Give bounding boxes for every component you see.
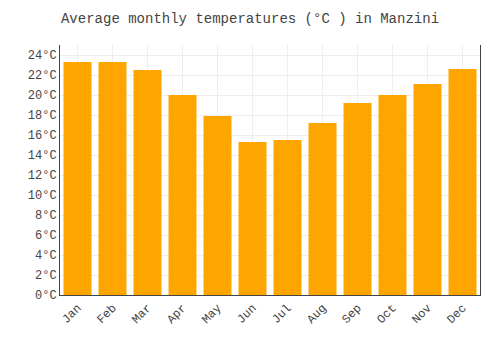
svg-text:18°C: 18°C bbox=[28, 109, 57, 123]
svg-text:Mar: Mar bbox=[129, 302, 154, 327]
svg-text:2°C: 2°C bbox=[35, 269, 57, 283]
svg-text:22°C: 22°C bbox=[28, 69, 57, 83]
svg-text:10°C: 10°C bbox=[28, 189, 57, 203]
svg-text:14°C: 14°C bbox=[28, 149, 57, 163]
svg-text:12°C: 12°C bbox=[28, 169, 57, 183]
svg-text:0°C: 0°C bbox=[35, 289, 57, 303]
svg-text:Jun: Jun bbox=[234, 302, 259, 327]
svg-text:Apr: Apr bbox=[164, 302, 189, 327]
svg-text:24°C: 24°C bbox=[28, 49, 57, 63]
svg-text:Nov: Nov bbox=[409, 302, 434, 327]
svg-text:16°C: 16°C bbox=[28, 129, 57, 143]
svg-text:Oct: Oct bbox=[374, 302, 399, 327]
svg-text:8°C: 8°C bbox=[35, 209, 57, 223]
svg-text:Dec: Dec bbox=[444, 302, 469, 327]
svg-text:Jul: Jul bbox=[269, 302, 294, 327]
svg-text:Average monthly temperatures (: Average monthly temperatures (°C ) in Ma… bbox=[61, 11, 439, 27]
svg-text:Feb: Feb bbox=[94, 302, 119, 327]
svg-text:Sep: Sep bbox=[339, 302, 364, 327]
svg-text:4°C: 4°C bbox=[35, 249, 57, 263]
svg-text:Aug: Aug bbox=[304, 302, 329, 327]
svg-text:Jan: Jan bbox=[59, 302, 84, 327]
svg-text:20°C: 20°C bbox=[28, 89, 57, 103]
svg-text:May: May bbox=[199, 302, 224, 327]
svg-text:6°C: 6°C bbox=[35, 229, 57, 243]
